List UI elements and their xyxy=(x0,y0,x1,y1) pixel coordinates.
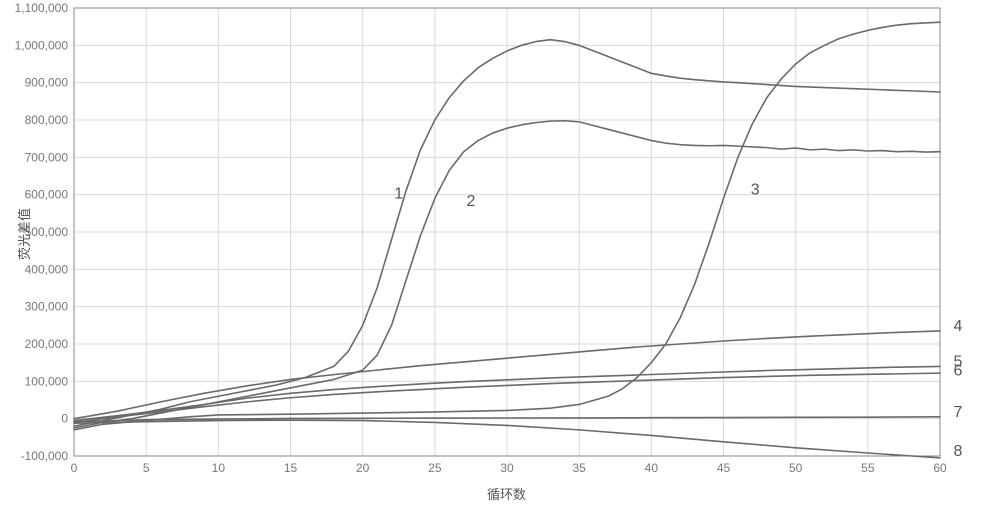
svg-text:40: 40 xyxy=(645,461,659,475)
svg-text:300,000: 300,000 xyxy=(25,300,69,314)
svg-text:1,100,000: 1,100,000 xyxy=(15,1,69,15)
x-axis-title: 循环数 xyxy=(487,484,526,503)
series-label-1: 1 xyxy=(394,185,403,202)
series-label-8: 8 xyxy=(954,443,963,460)
amplification-curve-chart: 051015202530354045505560-100,0000100,000… xyxy=(0,0,1000,506)
series-label-2: 2 xyxy=(466,193,475,210)
svg-text:10: 10 xyxy=(212,461,226,475)
svg-text:100,000: 100,000 xyxy=(25,374,69,388)
svg-text:60: 60 xyxy=(933,461,947,475)
svg-text:15: 15 xyxy=(284,461,298,475)
svg-text:0: 0 xyxy=(71,461,78,475)
svg-text:900,000: 900,000 xyxy=(25,76,69,90)
svg-text:1,000,000: 1,000,000 xyxy=(15,38,69,52)
svg-text:20: 20 xyxy=(356,461,370,475)
svg-text:55: 55 xyxy=(861,461,875,475)
y-axis-title: 荧光差值 xyxy=(14,208,33,260)
svg-text:35: 35 xyxy=(572,461,586,475)
svg-text:5: 5 xyxy=(143,461,150,475)
svg-text:25: 25 xyxy=(428,461,442,475)
svg-text:30: 30 xyxy=(500,461,514,475)
svg-text:400,000: 400,000 xyxy=(25,262,69,276)
svg-text:45: 45 xyxy=(717,461,731,475)
series-label-6: 6 xyxy=(954,363,963,380)
series-label-4: 4 xyxy=(954,318,963,335)
svg-text:50: 50 xyxy=(789,461,803,475)
svg-text:200,000: 200,000 xyxy=(25,337,69,351)
svg-text:600,000: 600,000 xyxy=(25,188,69,202)
chart-canvas: 051015202530354045505560-100,0000100,000… xyxy=(0,0,1000,506)
svg-text:700,000: 700,000 xyxy=(25,150,69,164)
series-label-7: 7 xyxy=(954,404,963,421)
svg-text:-100,000: -100,000 xyxy=(21,449,69,463)
series-label-3: 3 xyxy=(751,182,760,199)
svg-text:800,000: 800,000 xyxy=(25,113,69,127)
svg-text:0: 0 xyxy=(61,412,68,426)
